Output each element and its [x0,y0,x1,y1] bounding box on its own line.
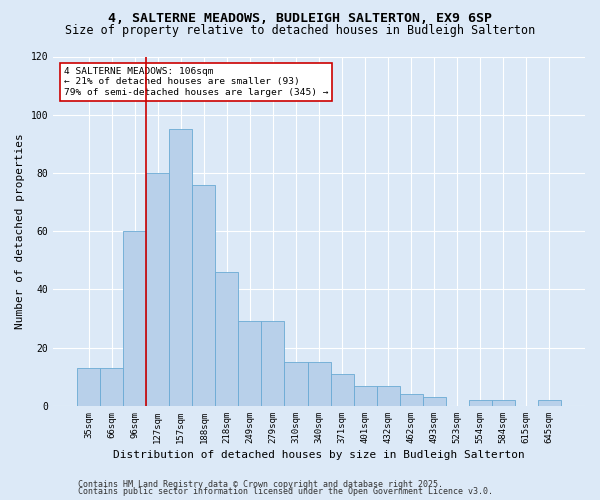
Bar [469,400,492,406]
Bar [238,322,262,406]
Y-axis label: Number of detached properties: Number of detached properties [15,134,25,329]
Bar [422,397,446,406]
Bar [331,374,353,406]
Bar [215,272,238,406]
Bar [77,368,100,406]
Text: Contains public sector information licensed under the Open Government Licence v3: Contains public sector information licen… [78,487,493,496]
Bar [538,400,561,406]
Text: 4 SALTERNE MEADOWS: 106sqm
← 21% of detached houses are smaller (93)
79% of semi: 4 SALTERNE MEADOWS: 106sqm ← 21% of deta… [64,67,328,97]
Bar [308,362,331,406]
Bar [284,362,308,406]
Bar [353,386,377,406]
Text: Size of property relative to detached houses in Budleigh Salterton: Size of property relative to detached ho… [65,24,535,37]
Text: Contains HM Land Registry data © Crown copyright and database right 2025.: Contains HM Land Registry data © Crown c… [78,480,443,489]
Bar [146,173,169,406]
X-axis label: Distribution of detached houses by size in Budleigh Salterton: Distribution of detached houses by size … [113,450,525,460]
Bar [262,322,284,406]
Bar [169,130,193,406]
Bar [193,184,215,406]
Bar [400,394,422,406]
Text: 4, SALTERNE MEADOWS, BUDLEIGH SALTERTON, EX9 6SP: 4, SALTERNE MEADOWS, BUDLEIGH SALTERTON,… [108,12,492,26]
Bar [123,231,146,406]
Bar [377,386,400,406]
Bar [492,400,515,406]
Bar [100,368,123,406]
